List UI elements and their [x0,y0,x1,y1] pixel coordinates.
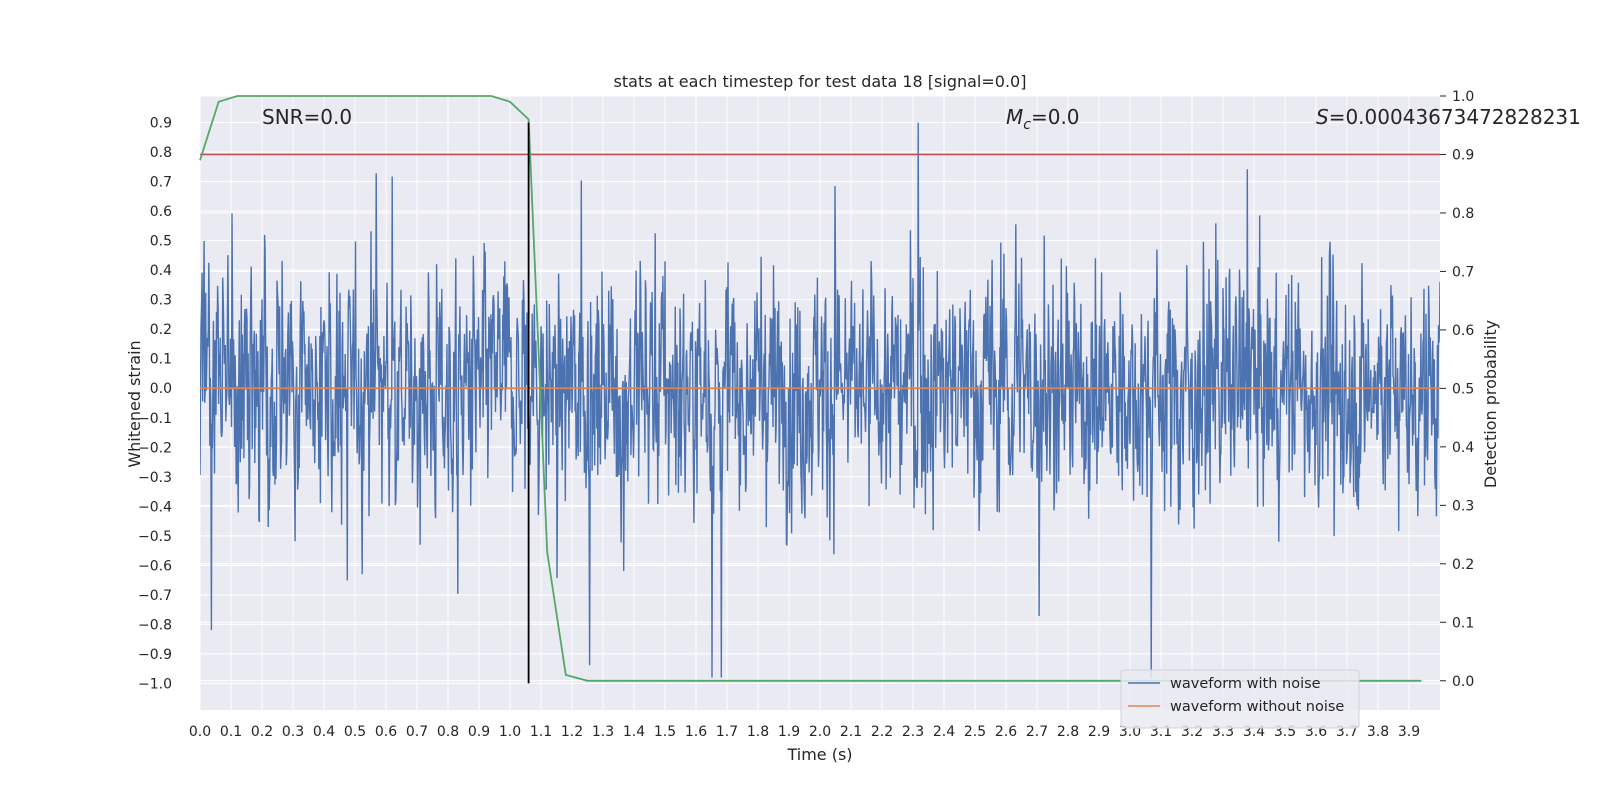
x-tick-label: 1.3 [592,724,614,740]
x-tick-label: 2.5 [964,724,986,740]
y-right-tick-label: 0.1 [1452,615,1474,631]
chirp-mass-symbol: M [1006,105,1023,129]
x-tick-label: 0.5 [344,724,366,740]
y-left-tick-label: 0.9 [150,116,172,132]
legend: waveform with noise waveform without noi… [1120,669,1360,729]
y-right-tick-label: 0.9 [1452,147,1474,163]
y-left-tick-label: 0.8 [150,145,172,161]
y-left-tick-label: 0.2 [150,322,172,338]
y-right-tick-label: 0.5 [1452,381,1474,397]
x-axis-label: Time (s) [786,745,852,764]
x-tick-label: 0.9 [468,724,490,740]
y-left-tick-label: 0.7 [150,175,172,191]
legend-label-clean: waveform without noise [1170,699,1344,715]
legend-box [1120,669,1360,729]
y-left-tick-label: −0.8 [138,617,172,633]
x-tick-label: 1.8 [747,724,769,740]
y-left-tick-label: 0.0 [150,381,172,397]
x-tick-label: 1.2 [561,724,583,740]
y-axis-right-label: Detection probability [1481,320,1500,488]
x-tick-label: 2.8 [1057,724,1079,740]
x-tick-label: 2.4 [933,724,955,740]
chirp-mass-value: =0.0 [1031,105,1080,129]
y-right-tick-label: 0.4 [1452,440,1474,456]
x-tick-label: 2.2 [871,724,893,740]
y-right-tick-label: 0.0 [1452,674,1474,690]
x-tick-label: 2.0 [809,724,831,740]
x-tick-label: 0.3 [282,724,304,740]
y-right-tick-label: 1.0 [1452,89,1474,105]
y-left-tick-label: −0.9 [138,647,172,663]
x-tick-label: 2.9 [1088,724,1110,740]
chart-title: stats at each timestep for test data 18 … [614,72,1027,91]
x-tick-label: 3.8 [1367,724,1389,740]
x-tick-label: 0.6 [375,724,397,740]
y-left-tick-label: 0.6 [150,204,172,220]
x-tick-label: 1.5 [654,724,676,740]
s-value: =0.00043673472828231 [1329,105,1581,129]
y-left-tick-label: −1.0 [138,676,172,692]
s-annotation: S=0.00043673472828231 [1316,105,1581,129]
x-tick-label: 2.6 [995,724,1017,740]
y-left-tick-label: 0.1 [150,352,172,368]
x-tick-label: 1.4 [623,724,645,740]
x-tick-label: 1.6 [685,724,707,740]
y-left-tick-label: −0.4 [138,499,172,515]
x-tick-label: 0.8 [437,724,459,740]
x-tick-label: 2.7 [1026,724,1048,740]
x-tick-label: 0.1 [220,724,242,740]
s-symbol: S [1316,105,1329,129]
x-tick-label: 1.0 [499,724,521,740]
y-left-tick-label: −0.1 [138,411,172,427]
x-tick-label: 2.3 [902,724,924,740]
y-left-tick-label: −0.5 [138,529,172,545]
y-left-tick-label: 0.3 [150,293,172,309]
y-left-tick-label: −0.6 [138,558,172,574]
chirp-mass-subscript: c [1023,117,1031,133]
x-tick-label: 1.9 [778,724,800,740]
x-tick-label: 1.1 [530,724,552,740]
y-left-tick-label: −0.3 [138,470,172,486]
y-left-tick-label: −0.2 [138,440,172,456]
y-left-tick-label: −0.7 [138,588,172,604]
snr-annotation: SNR=0.0 [262,105,352,129]
y-axis-left-label: Whitened strain [125,340,144,467]
x-tick-label: 1.7 [716,724,738,740]
y-right-tick-label: 0.6 [1452,323,1474,339]
x-tick-label: 0.4 [313,724,335,740]
y-right-tick-label: 0.7 [1452,264,1474,280]
y-right-tick-label: 0.2 [1452,557,1474,573]
series-waveform-with-noise [200,122,1440,678]
x-tick-label: 0.2 [251,724,273,740]
x-tick-label: 0.0 [189,724,211,740]
y-left-tick-label: 0.4 [150,263,172,279]
y-left-tick-label: 0.5 [150,234,172,250]
y-right-tick-label: 0.8 [1452,206,1474,222]
x-tick-label: 0.7 [406,724,428,740]
y-right-tick-label: 0.3 [1452,498,1474,514]
legend-label-noisy: waveform with noise [1170,676,1321,692]
x-tick-label: 3.9 [1398,724,1420,740]
chirp-mass-annotation: Mc=0.0 [1006,105,1080,133]
x-tick-label: 2.1 [840,724,862,740]
